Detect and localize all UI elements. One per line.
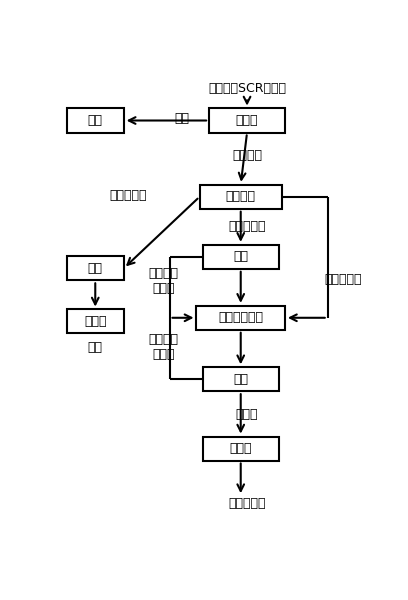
Text: 钛渣: 钛渣 [175,112,190,125]
Text: 二次萃取提钒: 二次萃取提钒 [218,311,263,324]
Text: 废钒钼系SCR催化剂: 废钒钼系SCR催化剂 [208,82,286,95]
Text: 再处理: 再处理 [229,442,252,455]
Text: 萃余液回用: 萃余液回用 [325,274,362,286]
Bar [67,310,124,334]
Text: 钼酸: 钼酸 [88,341,103,355]
Text: 富钒液: 富钒液 [236,409,258,421]
Text: 预处理: 预处理 [236,114,258,127]
Text: 五氧化二钒: 五氧化二钒 [228,497,266,511]
Text: 萃取分离: 萃取分离 [226,190,256,203]
Text: 再处理: 再处理 [84,315,106,328]
Bar [203,245,279,269]
Bar [203,437,279,461]
Bar [203,367,279,391]
Text: 富钼萃余液: 富钼萃余液 [110,189,147,202]
Text: 富钒有机相: 富钒有机相 [228,220,266,233]
Text: 酸化: 酸化 [88,262,103,275]
Bar [67,109,124,133]
Text: 空白有机
相循环: 空白有机 相循环 [148,333,178,361]
Bar [200,185,282,209]
Bar [196,306,285,330]
Bar [209,109,285,133]
Text: 反萃: 反萃 [233,373,248,386]
Text: 回收: 回收 [88,114,103,127]
Text: 反萃: 反萃 [233,250,248,263]
Bar [67,256,124,280]
Text: 钒钼溶液: 钒钼溶液 [232,149,262,161]
Text: 空白有机
相循环: 空白有机 相循环 [148,267,178,295]
